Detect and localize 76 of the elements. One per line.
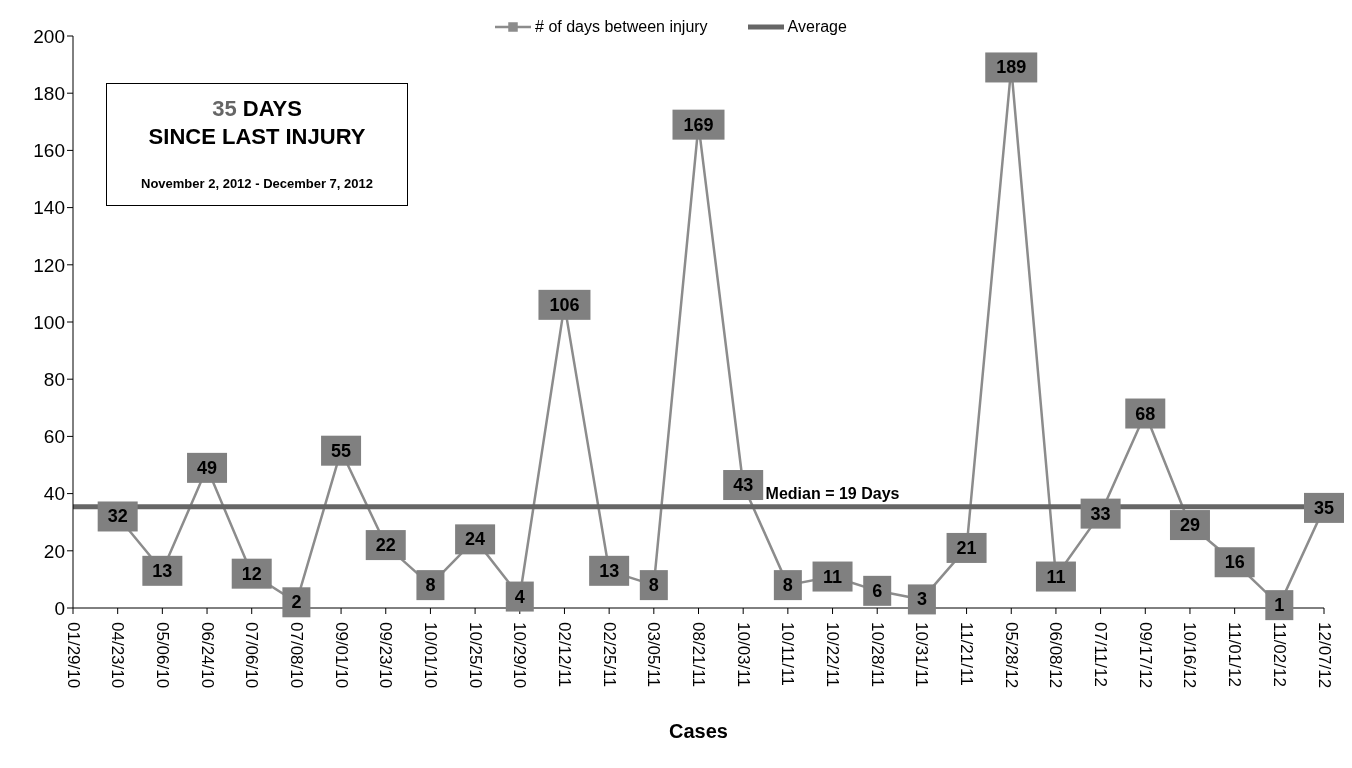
data-label: 4 bbox=[514, 586, 525, 607]
y-tick-label: 200 bbox=[33, 25, 65, 47]
x-tick-label: 04/23/10 bbox=[108, 622, 128, 689]
x-tick-label: 10/03/11 bbox=[733, 622, 753, 687]
data-label: 2 bbox=[291, 592, 302, 613]
data-label: 32 bbox=[107, 506, 128, 527]
x-tick-label: 11/02/12 bbox=[1269, 622, 1289, 687]
data-label: 49 bbox=[197, 457, 218, 478]
data-label: 106 bbox=[549, 294, 580, 315]
x-tick-label: 10/11/11 bbox=[778, 622, 798, 686]
y-tick-label: 40 bbox=[43, 483, 65, 505]
data-label: 12 bbox=[241, 563, 262, 584]
data-label: 13 bbox=[599, 560, 620, 581]
data-label: 169 bbox=[683, 114, 714, 135]
x-tick-label: 11/21/11 bbox=[957, 622, 977, 686]
x-tick-label: 06/08/12 bbox=[1046, 622, 1066, 689]
data-label: 24 bbox=[465, 529, 486, 550]
annotation: SINCE LAST INJURY bbox=[147, 124, 367, 150]
x-tick-label: 12/07/12 bbox=[1314, 622, 1334, 689]
data-label: 8 bbox=[648, 575, 659, 596]
annotation: 35 DAYS bbox=[211, 96, 303, 122]
y-tick-label: 180 bbox=[33, 82, 65, 104]
y-tick-label: 160 bbox=[33, 140, 65, 162]
x-tick-label: 09/23/10 bbox=[376, 622, 396, 689]
x-tick-label: 07/08/10 bbox=[286, 622, 306, 689]
x-tick-label: 07/11/12 bbox=[1091, 622, 1111, 687]
y-tick-label: 140 bbox=[33, 197, 65, 219]
y-tick-label: 100 bbox=[33, 311, 65, 333]
x-tick-label: 10/22/11 bbox=[823, 622, 843, 687]
x-tick-label: 07/06/10 bbox=[242, 622, 262, 689]
x-tick-label: 10/31/11 bbox=[912, 622, 932, 687]
x-tick-label: 10/16/12 bbox=[1180, 622, 1200, 689]
x-axis-title: Cases bbox=[669, 720, 728, 742]
data-label: 29 bbox=[1179, 515, 1200, 536]
x-tick-label: 01/29/10 bbox=[63, 622, 83, 689]
x-tick-label: 10/01/10 bbox=[420, 622, 440, 689]
x-tick-label: 08/21/11 bbox=[689, 622, 708, 687]
x-tick-label: 05/06/10 bbox=[152, 622, 172, 689]
x-tick-label: 09/17/12 bbox=[1135, 622, 1155, 689]
y-tick-label: 0 bbox=[54, 597, 65, 619]
data-label: 68 bbox=[1135, 403, 1156, 424]
annotation: November 2, 2012 - December 7, 2012 bbox=[140, 176, 374, 191]
legend-label: Average bbox=[787, 18, 847, 36]
data-label: 35 bbox=[1313, 497, 1335, 518]
y-tick-label: 80 bbox=[43, 368, 65, 390]
data-label: 8 bbox=[782, 575, 793, 596]
y-tick-label: 120 bbox=[33, 254, 65, 276]
y-tick-label: 60 bbox=[43, 426, 65, 448]
info-box: 35 DAYS SINCE LAST INJURY November 2, 2012 - December 7, 2012 bbox=[106, 83, 408, 206]
data-label: 13 bbox=[152, 560, 173, 581]
x-tick-label: 10/29/10 bbox=[510, 622, 530, 689]
x-tick-label: 02/25/11 bbox=[599, 622, 619, 687]
x-tick-label: 02/12/11 bbox=[554, 622, 574, 687]
x-tick-label: 05/28/12 bbox=[1001, 622, 1021, 689]
x-tick-label: 09/01/10 bbox=[331, 622, 351, 689]
data-label: 189 bbox=[996, 57, 1027, 78]
data-label: 21 bbox=[956, 537, 977, 558]
data-label: 22 bbox=[375, 535, 396, 556]
data-label: 8 bbox=[425, 575, 436, 596]
y-tick-label: 20 bbox=[43, 540, 65, 562]
x-tick-label: 03/05/11 bbox=[644, 622, 664, 687]
data-label: 16 bbox=[1224, 552, 1245, 573]
x-tick-label: 11/01/12 bbox=[1225, 622, 1245, 687]
data-label: 1 bbox=[1274, 595, 1285, 616]
data-label: 33 bbox=[1090, 503, 1111, 524]
data-label: 55 bbox=[331, 440, 352, 461]
data-label: 43 bbox=[733, 475, 754, 496]
data-label: 3 bbox=[916, 589, 927, 610]
x-tick-label: 10/28/11 bbox=[867, 622, 887, 687]
data-label: 11 bbox=[823, 566, 843, 587]
data-label: 11 bbox=[1046, 566, 1066, 587]
annotation: Median = 19 Days bbox=[765, 484, 900, 502]
x-tick-label: 06/24/10 bbox=[197, 622, 217, 689]
data-label: 6 bbox=[872, 580, 883, 601]
x-tick-label: 10/25/10 bbox=[465, 622, 485, 689]
legend-label: # of days between injury bbox=[535, 18, 708, 36]
